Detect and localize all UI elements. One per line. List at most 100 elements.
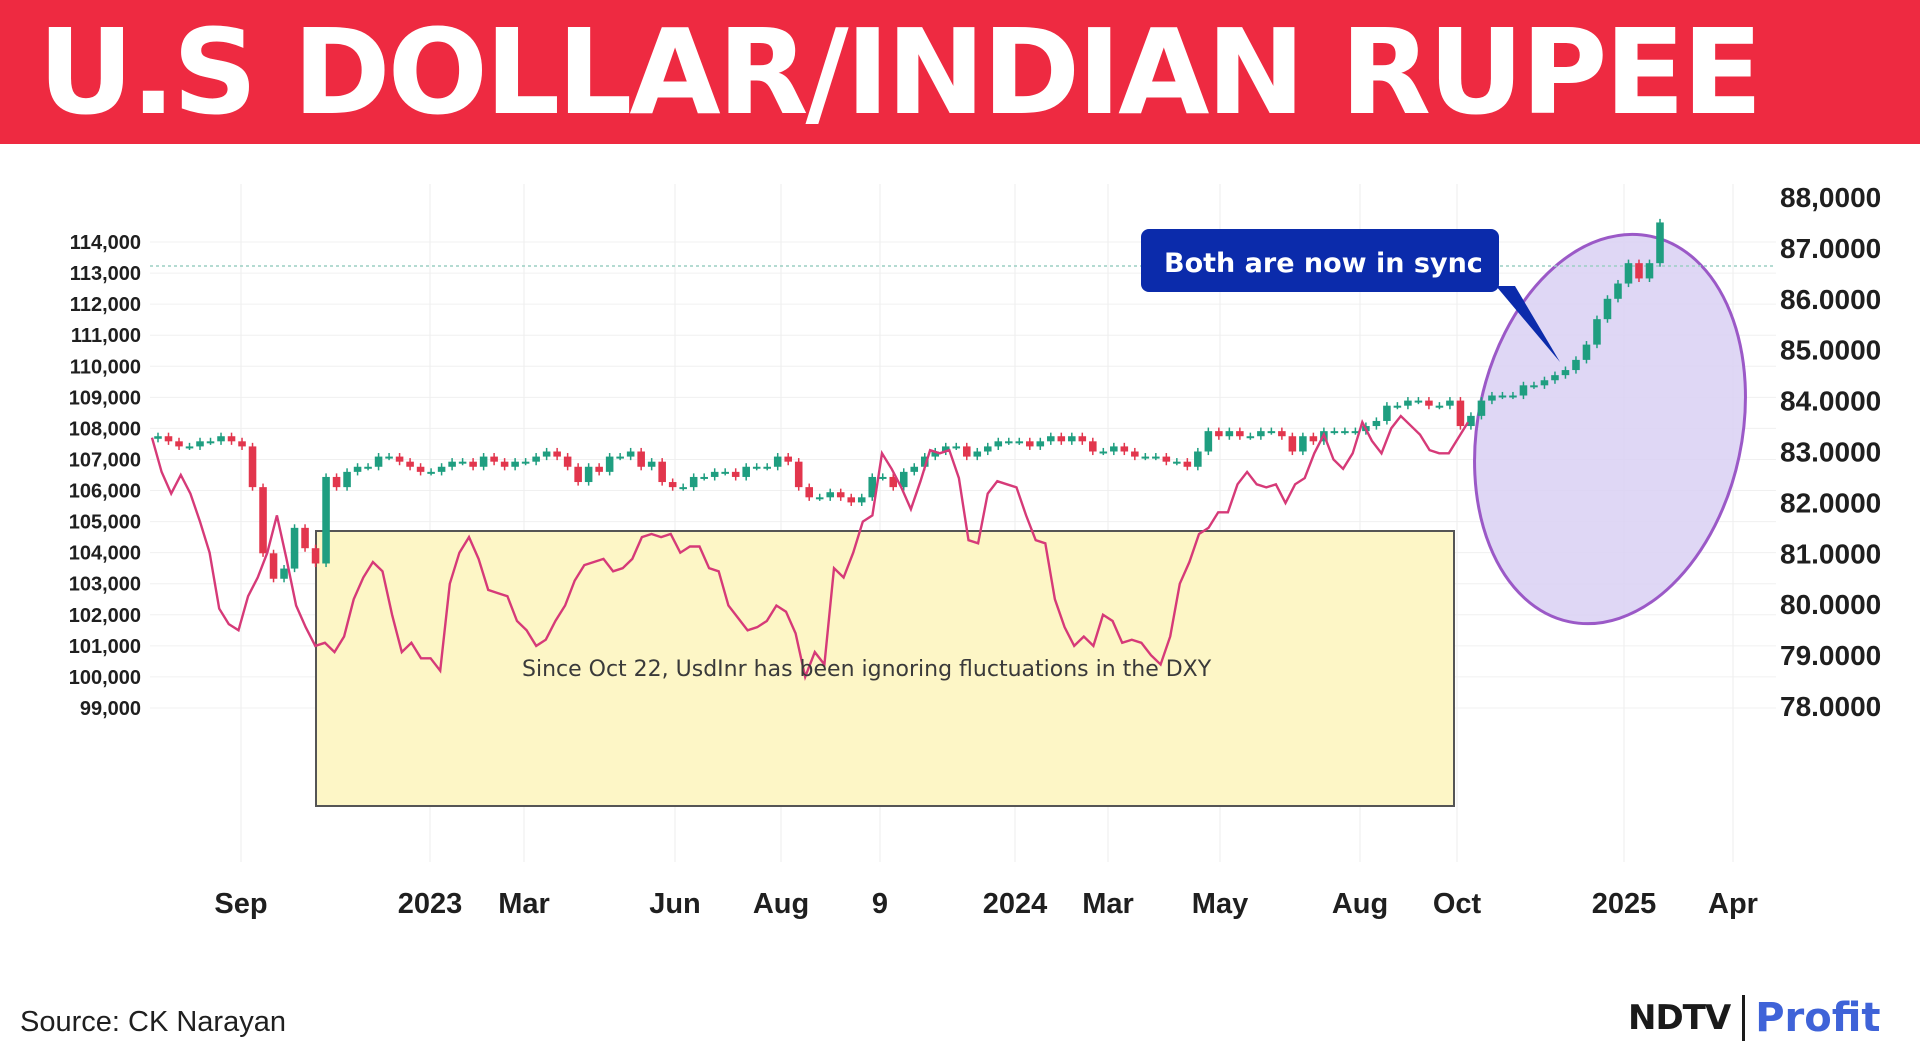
left-tick-label: 99,000 (80, 698, 141, 720)
candle-body (1414, 400, 1423, 403)
candle-body (637, 451, 645, 467)
candle-body (227, 436, 236, 442)
candle-body (1477, 400, 1486, 416)
candle-body (290, 527, 299, 569)
candle-body (910, 466, 919, 472)
candle-body (1005, 441, 1013, 444)
right-tick-label: 86.0000 (1780, 284, 1881, 315)
x-tick-label: 9 (872, 888, 888, 920)
candle-body (374, 456, 383, 467)
x-tick-label: Mar (1082, 888, 1134, 920)
candle-body (826, 492, 835, 498)
candle-body (542, 451, 551, 457)
candle-body (1036, 441, 1045, 447)
x-tick-label: Jun (649, 888, 701, 920)
candle-body (1540, 380, 1549, 386)
candle-body (532, 456, 540, 462)
candle-body (1246, 436, 1255, 439)
candle-body (217, 436, 225, 442)
candle-body (406, 461, 414, 467)
candle-body (1173, 461, 1181, 464)
left-tick-label: 102,000 (69, 605, 141, 627)
candle-body (1026, 441, 1034, 447)
candle-body (889, 476, 898, 488)
candle-body (605, 456, 614, 472)
candle-body (1015, 441, 1024, 444)
x-tick-label: Oct (1433, 888, 1482, 920)
candle-body (710, 471, 719, 477)
candle-body (1131, 451, 1139, 457)
right-tick-label: 78.0000 (1780, 691, 1881, 722)
left-tick-label: 111,000 (71, 325, 141, 347)
candle-body (1372, 420, 1381, 427)
candle-body (847, 497, 856, 503)
candle-body (721, 471, 729, 474)
candle-body (448, 461, 456, 467)
candle-body (584, 466, 593, 483)
right-tick-label: 88,0000 (1780, 182, 1881, 213)
right-tick-label: 80.0000 (1780, 589, 1881, 620)
candle-body (752, 466, 761, 469)
left-tick-label: 104,000 (69, 543, 141, 565)
candle-body (332, 476, 341, 488)
sync-callout: Both are now in sync (1141, 229, 1560, 362)
x-tick-label: 2025 (1592, 888, 1657, 920)
callout-pointer (1496, 286, 1560, 362)
candle-body (395, 456, 404, 462)
candle-body (458, 461, 467, 464)
candle-body (353, 466, 362, 472)
candle-body (1404, 400, 1412, 406)
candle-body (962, 446, 971, 457)
right-axis: 88,0000 87.0000 86.0000 85.0000 84.0000 83.00… (1780, 182, 1881, 722)
candle-body (679, 487, 687, 490)
left-tick-label: 101,000 (69, 636, 141, 658)
candle-body (1624, 263, 1633, 284)
candle-body (647, 461, 656, 467)
brand-profit: Profit (1755, 995, 1881, 1041)
candle-body (364, 466, 372, 469)
candle-body (469, 461, 477, 467)
x-tick-label: Apr (1708, 888, 1758, 920)
candle-body (343, 471, 351, 488)
candle-body (1057, 436, 1066, 442)
candle-body (773, 456, 782, 467)
candle-body (1309, 436, 1318, 442)
candle-body (595, 466, 603, 472)
candle-body (1614, 283, 1622, 299)
range-box (315, 530, 1455, 807)
left-tick-label: 107,000 (69, 449, 141, 471)
candle-body (1498, 395, 1507, 398)
right-tick-label: 85.0000 (1780, 335, 1881, 366)
candle-body (1183, 461, 1192, 467)
candle-body (857, 497, 866, 503)
candle-body (437, 466, 446, 472)
candle-body (1162, 456, 1171, 462)
candle-body (1225, 431, 1234, 437)
candle-body (815, 497, 824, 500)
candle-body (175, 441, 183, 447)
candle-body (658, 461, 666, 483)
candle-body (238, 441, 246, 447)
candle-body (973, 451, 982, 457)
candle-body (500, 461, 509, 467)
candle-body (1215, 431, 1223, 437)
candle-body (1330, 431, 1339, 434)
right-tick-label: 84.0000 (1780, 386, 1881, 417)
candle-body (1488, 395, 1496, 401)
x-axis: Sep 2023 Mar Jun Aug 9 2024 Mar May Aug Oct 2025 Apr (214, 888, 1758, 920)
candle-body (206, 441, 215, 444)
x-tick-label: Mar (498, 888, 550, 920)
x-tick-label: May (1192, 888, 1248, 920)
candle-body (941, 446, 950, 452)
candle-body (1351, 431, 1360, 434)
dxy-line (150, 414, 1470, 682)
candle-body (731, 471, 740, 477)
candle-body (1509, 395, 1517, 398)
brand-logo: NDTV Profit (1628, 990, 1880, 1046)
candle-body (301, 527, 309, 549)
candle-body (479, 456, 488, 467)
title-banner: U.S DOLLAR/INDIAN RUPEE (0, 0, 1920, 144)
candle-body (763, 466, 771, 469)
candle-body (1656, 222, 1664, 264)
candle-body (1435, 405, 1444, 408)
